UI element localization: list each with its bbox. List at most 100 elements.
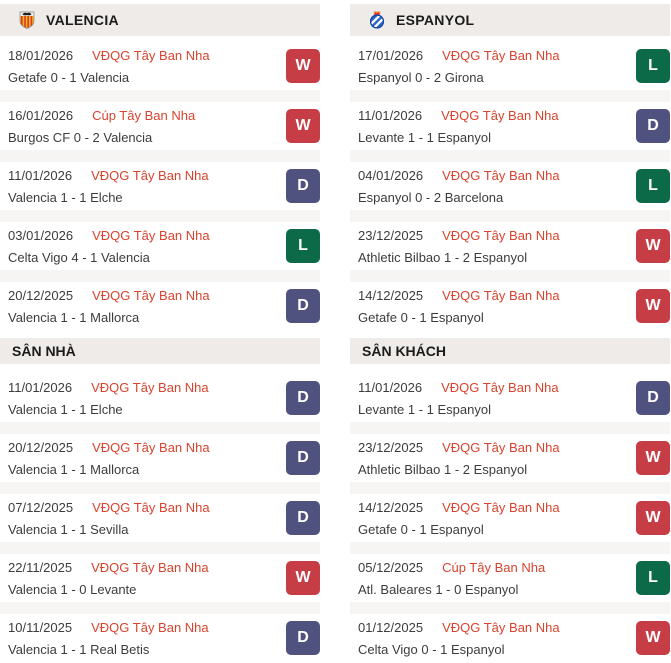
row-separator xyxy=(350,270,670,282)
section-title: SÂN KHÁCH xyxy=(362,343,446,359)
match-date: 11/01/2026 xyxy=(8,379,73,395)
league-link[interactable]: VĐQG Tây Ban Nha xyxy=(442,47,560,63)
match-info: 17/01/2026 VĐQG Tây Ban Nha Espanyol 0 - 2… xyxy=(358,48,636,85)
match-info: 04/01/2026 VĐQG Tây Ban Nha Espanyol 0 - 2… xyxy=(358,168,636,205)
row-separator xyxy=(0,482,320,494)
match-row: 23/12/2025 VĐQG Tây Ban Nha Athletic Bilba… xyxy=(350,222,670,270)
match-score: Espanyol 0 - 2 Girona xyxy=(358,69,484,85)
match-info: 20/12/2025 VĐQG Tây Ban Nha Valencia 1 - 1… xyxy=(8,288,286,325)
result-badge: L xyxy=(636,561,670,595)
league-link[interactable]: Cúp Tây Ban Nha xyxy=(92,107,196,123)
match-score: Espanyol 0 - 2 Barcelona xyxy=(358,189,504,205)
result-badge: D xyxy=(286,501,320,535)
league-link[interactable]: VĐQG Tây Ban Nha xyxy=(92,227,210,243)
match-score: Valencia 1 - 1 Sevilla xyxy=(8,521,129,537)
match-date: 05/12/2025 xyxy=(358,559,424,575)
match-score: Valencia 1 - 0 Levante xyxy=(8,581,137,597)
match-info: 18/01/2026 VĐQG Tây Ban Nha Getafe 0 - 1 V… xyxy=(8,48,286,85)
team-header-espanyol[interactable]: ESPANYOL xyxy=(350,4,670,36)
row-separator xyxy=(350,90,670,102)
match-date: 14/12/2025 xyxy=(358,287,424,303)
result-badge: D xyxy=(286,621,320,655)
match-row: 11/01/2026 VĐQG Tây Ban Nha Valencia 1 - 1… xyxy=(0,374,320,422)
match-info: 16/01/2026 Cúp Tây Ban Nha Burgos CF 0 - 2… xyxy=(8,108,286,145)
match-row: 01/12/2025 VĐQG Tây Ban Nha Celta Vigo 0 -… xyxy=(350,614,670,662)
result-badge: L xyxy=(636,169,670,203)
match-date: 11/01/2026 xyxy=(358,379,423,395)
match-row: 23/12/2025 VĐQG Tây Ban Nha Athletic Bilba… xyxy=(350,434,670,482)
section-header-home: SÂN NHÀ xyxy=(0,338,320,364)
match-date: 07/12/2025 xyxy=(8,499,74,515)
league-link[interactable]: VĐQG Tây Ban Nha xyxy=(91,619,209,635)
league-link[interactable]: VĐQG Tây Ban Nha xyxy=(442,287,560,303)
match-date: 14/12/2025 xyxy=(358,499,424,515)
match-score: Atl. Baleares 1 - 0 Espanyol xyxy=(358,581,519,597)
match-date: 11/01/2026 xyxy=(358,107,423,123)
league-link[interactable]: VĐQG Tây Ban Nha xyxy=(442,167,560,183)
match-row: 11/01/2026 VĐQG Tây Ban Nha Levante 1 - 1 … xyxy=(350,374,670,422)
league-link[interactable]: VĐQG Tây Ban Nha xyxy=(91,379,209,395)
section-title: SÂN NHÀ xyxy=(12,343,76,359)
result-badge: D xyxy=(286,381,320,415)
league-link[interactable]: VĐQG Tây Ban Nha xyxy=(92,439,210,455)
row-separator xyxy=(350,482,670,494)
league-link[interactable]: VĐQG Tây Ban Nha xyxy=(442,439,560,455)
league-link[interactable]: VĐQG Tây Ban Nha xyxy=(442,619,560,635)
espanyol-crest-icon xyxy=(368,11,386,29)
match-info: 11/01/2026 VĐQG Tây Ban Nha Valencia 1 - 1… xyxy=(8,168,286,205)
match-info: 11/01/2026 VĐQG Tây Ban Nha Valencia 1 - 1… xyxy=(8,380,286,417)
match-row: 11/01/2026 VĐQG Tây Ban Nha Levante 1 - 1 … xyxy=(350,102,670,150)
match-info: 10/11/2025 VĐQG Tây Ban Nha Valencia 1 - 1… xyxy=(8,620,286,657)
league-link[interactable]: VĐQG Tây Ban Nha xyxy=(441,379,559,395)
league-link[interactable]: VĐQG Tây Ban Nha xyxy=(91,559,209,575)
match-score: Valencia 1 - 1 Mallorca xyxy=(8,461,140,477)
result-badge: W xyxy=(636,229,670,263)
league-link[interactable]: VĐQG Tây Ban Nha xyxy=(441,107,559,123)
league-link[interactable]: VĐQG Tây Ban Nha xyxy=(91,167,209,183)
valencia-recent-form-list: 18/01/2026 VĐQG Tây Ban Nha Getafe 0 - 1 V… xyxy=(0,42,320,330)
row-separator xyxy=(350,602,670,614)
league-link[interactable]: VĐQG Tây Ban Nha xyxy=(92,287,210,303)
match-score: Levante 1 - 1 Espanyol xyxy=(358,401,491,417)
row-separator xyxy=(350,542,670,554)
row-separator xyxy=(350,150,670,162)
match-row: 03/01/2026 VĐQG Tây Ban Nha Celta Vigo 4 -… xyxy=(0,222,320,270)
team-header-valencia[interactable]: VALENCIA xyxy=(0,4,320,36)
match-date: 18/01/2026 xyxy=(8,47,74,63)
match-row: 07/12/2025 VĐQG Tây Ban Nha Valencia 1 - 1… xyxy=(0,494,320,542)
match-score: Valencia 1 - 1 Elche xyxy=(8,189,123,205)
row-separator xyxy=(0,210,320,222)
espanyol-away-form-list: 11/01/2026 VĐQG Tây Ban Nha Levante 1 - 1 … xyxy=(350,374,670,662)
match-info: 23/12/2025 VĐQG Tây Ban Nha Athletic Bilba… xyxy=(358,440,636,477)
league-link[interactable]: Cúp Tây Ban Nha xyxy=(442,559,546,575)
match-info: 22/11/2025 VĐQG Tây Ban Nha Valencia 1 - 0… xyxy=(8,560,286,597)
match-info: 14/12/2025 VĐQG Tây Ban Nha Getafe 0 - 1 E… xyxy=(358,500,636,537)
match-score: Celta Vigo 0 - 1 Espanyol xyxy=(358,641,505,657)
row-separator xyxy=(350,422,670,434)
match-date: 17/01/2026 xyxy=(358,47,424,63)
espanyol-column: ESPANYOL 17/01/2026 VĐQG Tây Ban Nha Espan… xyxy=(350,4,670,662)
result-badge: D xyxy=(636,381,670,415)
match-date: 03/01/2026 xyxy=(8,227,74,243)
match-score: Valencia 1 - 1 Mallorca xyxy=(8,309,140,325)
league-link[interactable]: VĐQG Tây Ban Nha xyxy=(92,47,210,63)
match-score: Getafe 0 - 1 Espanyol xyxy=(358,309,484,325)
match-score: Getafe 0 - 1 Espanyol xyxy=(358,521,484,537)
match-row: 10/11/2025 VĐQG Tây Ban Nha Valencia 1 - 1… xyxy=(0,614,320,662)
result-badge: W xyxy=(636,289,670,323)
row-separator xyxy=(0,542,320,554)
match-info: 05/12/2025 Cúp Tây Ban Nha Atl. Baleares 1… xyxy=(358,560,636,597)
league-link[interactable]: VĐQG Tây Ban Nha xyxy=(442,499,560,515)
match-score: Getafe 0 - 1 Valencia xyxy=(8,69,130,85)
result-badge: L xyxy=(636,49,670,83)
league-link[interactable]: VĐQG Tây Ban Nha xyxy=(442,227,560,243)
match-date: 22/11/2025 xyxy=(8,559,73,575)
league-link[interactable]: VĐQG Tây Ban Nha xyxy=(92,499,210,515)
valencia-column: VALENCIA 18/01/2026 VĐQG Tây Ban Nha Getaf… xyxy=(0,4,320,662)
match-date: 11/01/2026 xyxy=(8,167,73,183)
valencia-crest-icon xyxy=(18,11,36,29)
match-row: 20/12/2025 VĐQG Tây Ban Nha Valencia 1 - 1… xyxy=(0,434,320,482)
match-info: 11/01/2026 VĐQG Tây Ban Nha Levante 1 - 1 … xyxy=(358,380,636,417)
match-info: 23/12/2025 VĐQG Tây Ban Nha Athletic Bilba… xyxy=(358,228,636,265)
